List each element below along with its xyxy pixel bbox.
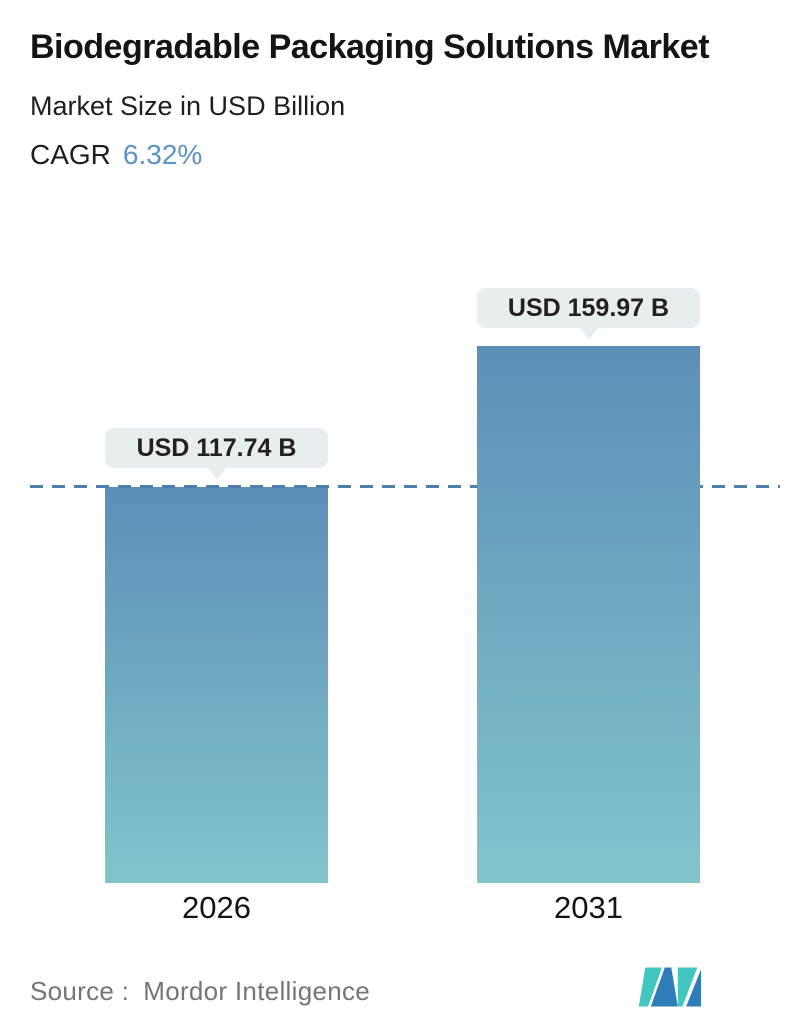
value-label-2031: USD 159.97 B xyxy=(507,293,670,322)
page-title: Biodegradable Packaging Solutions Market xyxy=(30,28,710,66)
cagr-value: 6.32% xyxy=(122,139,203,170)
cagr-row: CAGR 6.32% xyxy=(30,137,750,173)
reference-dashed-line xyxy=(30,485,780,488)
cagr-label: CAGR xyxy=(30,139,111,170)
chart-subtitle: Market Size in USD Billion xyxy=(30,91,346,121)
value-callout-2031: USD 159.97 B xyxy=(477,288,700,339)
value-label-2026: USD 117.74 B xyxy=(136,433,297,462)
source-label: Source : xyxy=(30,976,130,1006)
x-axis-label-2031: 2031 xyxy=(554,890,623,925)
value-callout-2026: USD 117.74 B xyxy=(105,428,328,479)
source-line: Source : Mordor Intelligence xyxy=(30,976,370,1007)
source-value: Mordor Intelligence xyxy=(143,976,371,1006)
bar-2031 xyxy=(477,346,700,883)
callout-pointer xyxy=(577,326,600,339)
x-axis-label-2026: 2026 xyxy=(182,890,251,925)
header: Biodegradable Packaging Solutions Market… xyxy=(30,22,750,173)
bar-2026 xyxy=(105,487,328,883)
mordor-intelligence-logo-icon xyxy=(638,967,701,1007)
callout-pointer xyxy=(205,466,228,479)
